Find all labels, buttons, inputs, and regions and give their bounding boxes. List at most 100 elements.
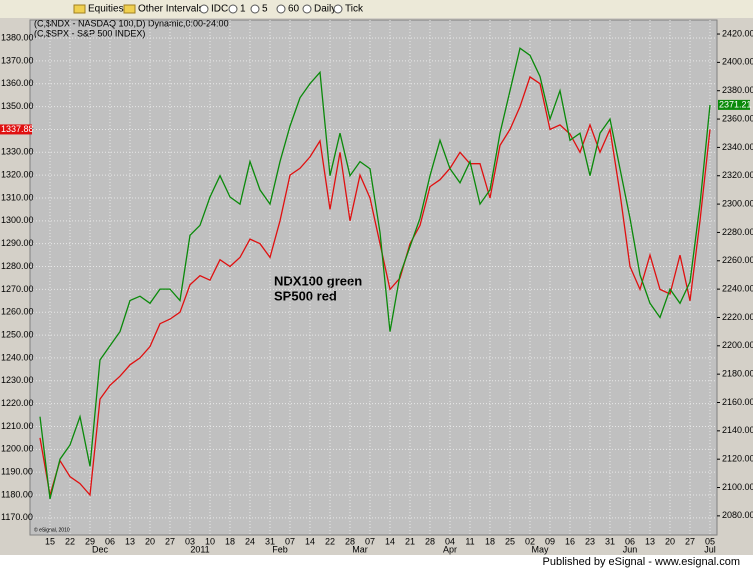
x-tick-label: 05	[705, 536, 715, 546]
x-tick-label: 13	[125, 536, 135, 546]
x-month-label: Dec	[92, 544, 109, 554]
series-line	[39, 75, 711, 497]
x-tick-label: 31	[605, 536, 615, 546]
x-month-label: 2011	[190, 544, 209, 554]
folder-icon	[73, 4, 86, 14]
y-tick-label: 1250.00	[1, 329, 34, 339]
x-tick-label: 25	[505, 536, 515, 546]
y-tick-label: 1230.00	[1, 375, 34, 385]
y2-tick-label: 2260.00	[722, 255, 753, 265]
y2-tick-label: 2420.00	[722, 28, 753, 38]
x-month-label: Apr	[443, 544, 457, 554]
radio-icon	[250, 4, 260, 14]
y2-tick-label: 2180.00	[722, 369, 753, 379]
y2-tick-label: 2160.00	[722, 397, 753, 407]
x-tick-label: 04	[445, 536, 455, 546]
toolbar-item[interactable]: Tick	[345, 4, 364, 15]
y2-tick-label: 2340.00	[722, 142, 753, 152]
x-month-label: Jul	[704, 544, 716, 554]
legend-line: (C,$SPX - S&P 500 INDEX)	[34, 28, 145, 38]
y-tick-label: 1370.00	[1, 55, 34, 65]
y-tick-label: 1200.00	[1, 444, 34, 454]
x-tick-label: 10	[205, 536, 215, 546]
toolbar-item[interactable]: 5	[262, 4, 268, 15]
x-tick-label: 28	[345, 536, 355, 546]
y-tick-label: 1360.00	[1, 78, 34, 88]
radio-icon	[199, 4, 209, 14]
y-tick-label: 1220.00	[1, 398, 34, 408]
y2-tick-label: 2300.00	[722, 198, 753, 208]
radio-icon	[276, 4, 286, 14]
y2-tick-label: 2200.00	[722, 340, 753, 350]
x-tick-label: 20	[145, 536, 155, 546]
y-tick-label: 1350.00	[1, 101, 34, 111]
y-tick-label: 1320.00	[1, 170, 34, 180]
radio-icon	[302, 4, 312, 14]
x-tick-label: 11	[465, 536, 474, 546]
x-tick-label: 28	[425, 536, 435, 546]
last-value-label: 1337.88	[1, 124, 34, 134]
y-tick-label: 1180.00	[1, 489, 33, 499]
x-tick-label: 18	[225, 536, 235, 546]
radio-icon	[333, 4, 343, 14]
y-tick-label: 1310.00	[1, 192, 34, 202]
footer-bar	[0, 555, 753, 569]
toolbar-item[interactable]: Daily	[314, 4, 336, 15]
x-tick-label: 29	[85, 536, 95, 546]
x-tick-label: 27	[165, 536, 175, 546]
x-tick-label: 22	[65, 536, 75, 546]
toolbar-item[interactable]: Equities	[88, 4, 124, 15]
radio-icon	[228, 4, 238, 14]
y2-tick-label: 2220.00	[722, 312, 753, 322]
footer: Published by eSignal - www.esignal.com	[543, 556, 741, 568]
x-tick-label: 22	[325, 536, 335, 546]
x-tick-label: 06	[625, 536, 635, 546]
toolbar	[0, 0, 753, 18]
y-tick-label: 1170.00	[1, 512, 33, 522]
y2-tick-label: 2400.00	[722, 57, 753, 67]
y2-tick-label: 2280.00	[722, 227, 753, 237]
last-value-box	[0, 124, 32, 135]
y2-tick-label: 2100.00	[722, 482, 753, 492]
annotation: SP500 red	[274, 288, 337, 303]
y2-tick-label: 2240.00	[722, 283, 753, 293]
x-tick-label: 06	[105, 536, 115, 546]
x-tick-label: 20	[665, 536, 675, 546]
x-tick-label: 18	[485, 536, 495, 546]
x-month-label: May	[531, 544, 549, 554]
folder-icon	[123, 4, 136, 14]
x-tick-label: 09	[545, 536, 555, 546]
y2-tick-label: 2380.00	[722, 85, 753, 95]
x-month-label: Feb	[272, 544, 288, 554]
plot-area	[29, 19, 718, 536]
y2-tick-label: 2080.00	[722, 510, 753, 520]
y2-tick-label: 2360.00	[722, 113, 753, 123]
toolbar-item[interactable]: 1	[240, 4, 246, 15]
y-tick-label: 1290.00	[1, 238, 34, 248]
toolbar-item[interactable]: IDC	[211, 4, 228, 15]
legend-line: (C,$NDX - NASDAQ 100,D) Dynamic,0:00-24:…	[34, 18, 229, 28]
x-tick-label: 31	[265, 536, 275, 546]
x-tick-label: 14	[305, 536, 315, 546]
x-tick-label: 13	[645, 536, 655, 546]
x-tick-label: 16	[565, 536, 575, 546]
x-month-label: Jun	[623, 544, 638, 554]
copyright: © eSignal, 2010	[34, 526, 70, 533]
y-tick-label: 1260.00	[1, 307, 34, 317]
toolbar-item[interactable]: Other Intervals	[138, 4, 204, 15]
y-tick-label: 1240.00	[1, 352, 34, 362]
y-tick-label: 1330.00	[1, 147, 34, 157]
y2-tick-label: 2120.00	[722, 454, 753, 464]
y-tick-label: 1270.00	[1, 284, 34, 294]
annotation: NDX100 green	[274, 273, 362, 288]
last-value-label: 2371.21	[719, 99, 752, 109]
y-tick-label: 1300.00	[1, 215, 34, 225]
y-tick-label: 1190.00	[1, 467, 33, 477]
x-tick-label: 07	[285, 536, 295, 546]
x-month-label: Mar	[352, 544, 368, 554]
x-tick-label: 24	[245, 536, 255, 546]
toolbar-item[interactable]: 60	[288, 4, 300, 15]
x-tick-label: 07	[365, 536, 375, 546]
y-tick-label: 1280.00	[1, 261, 34, 271]
x-tick-label: 03	[185, 536, 195, 546]
